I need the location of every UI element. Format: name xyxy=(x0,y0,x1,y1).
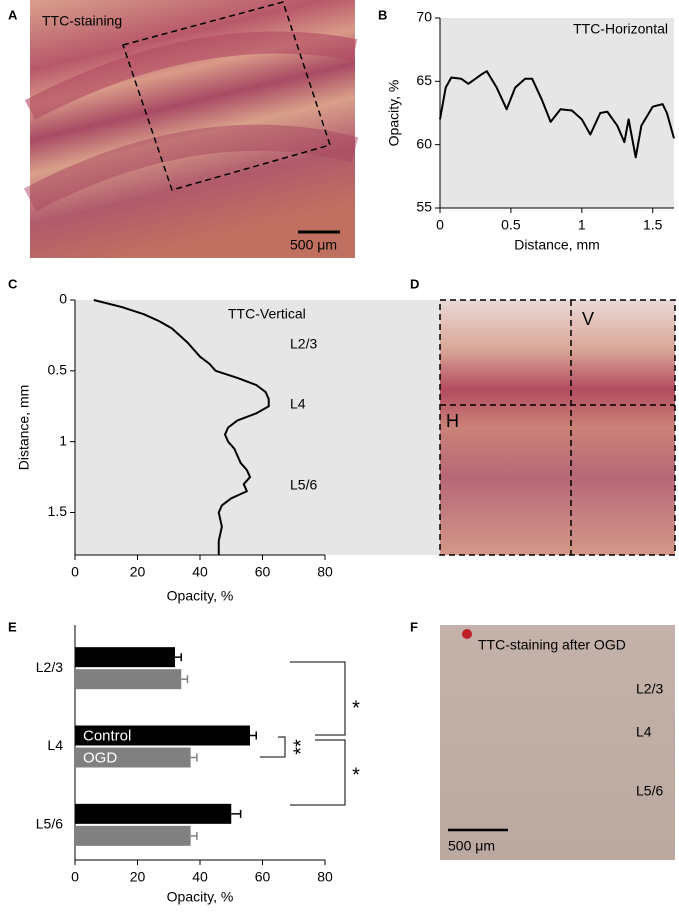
legend-label: OGD xyxy=(83,749,117,766)
y-tick-label: 0.5 xyxy=(48,362,68,378)
layer-label: L4 xyxy=(636,724,652,740)
panel-label: A xyxy=(8,7,18,22)
x-tick-label: 40 xyxy=(192,869,208,885)
panel-label: F xyxy=(410,619,418,634)
x-tick-label: 60 xyxy=(255,869,271,885)
y-tick-label: 1.5 xyxy=(48,503,68,519)
bar xyxy=(75,725,250,746)
layer-label: L2/3 xyxy=(636,681,663,697)
plot-bg xyxy=(75,300,440,555)
y-tick-label: 60 xyxy=(416,135,432,151)
significance-mark: * xyxy=(352,764,360,786)
x-tick-label: 80 xyxy=(317,564,333,580)
x-tick-label: 20 xyxy=(130,869,146,885)
stain-dot xyxy=(462,629,472,639)
bar xyxy=(75,803,232,824)
photo-d xyxy=(440,300,675,555)
photo-caption: TTC-staining after OGD xyxy=(478,637,626,653)
bar xyxy=(75,825,191,846)
roi-box xyxy=(122,1,331,191)
x-tick-label: 0 xyxy=(71,564,79,580)
annotation: L4 xyxy=(290,396,306,412)
x-tick-label: 1.5 xyxy=(643,217,663,233)
x-tick-label: 0 xyxy=(436,217,444,233)
photo-label: H xyxy=(446,411,459,431)
x-tick-label: 20 xyxy=(130,564,146,580)
y-tick-label: 0 xyxy=(59,291,67,307)
x-tick-label: 40 xyxy=(192,564,208,580)
x-tick-label: 80 xyxy=(317,869,333,885)
panel-label: D xyxy=(410,276,419,291)
photo-band xyxy=(24,31,358,120)
y-tick-label: 1 xyxy=(59,432,67,448)
line-series xyxy=(93,299,270,555)
y-tick-label: L4 xyxy=(47,737,63,753)
legend-label: Control xyxy=(83,727,131,744)
panel-label: E xyxy=(8,619,17,634)
significance-mark: * xyxy=(352,697,360,719)
x-tick-label: 60 xyxy=(255,564,271,580)
y-axis-label: Distance, mm xyxy=(16,385,32,471)
roi-box xyxy=(439,299,676,556)
scale-bar-label: 500 μm xyxy=(290,237,337,253)
bar xyxy=(75,647,175,668)
annotation: L2/3 xyxy=(290,336,317,352)
significance-bracket xyxy=(290,739,346,806)
chart-title: TTC-Vertical xyxy=(228,306,306,322)
significance-bracket xyxy=(290,661,346,736)
bar xyxy=(75,669,182,690)
y-tick-label: L2/3 xyxy=(36,659,63,675)
panel-label: B xyxy=(378,7,387,22)
photo-label: V xyxy=(582,309,594,329)
x-tick-label: 0 xyxy=(71,869,79,885)
significance-bracket xyxy=(260,736,286,758)
photo-f xyxy=(440,625,675,860)
scale-bar-label: 500 μm xyxy=(448,838,495,854)
photo-band xyxy=(23,124,359,212)
chart-title: TTC-Horizontal xyxy=(573,21,668,37)
y-axis-label: Opacity, % xyxy=(386,80,402,147)
y-tick-label: 70 xyxy=(416,9,432,25)
x-axis-label: Opacity, % xyxy=(167,889,234,905)
y-tick-label: 65 xyxy=(416,72,432,88)
layer-label: L5/6 xyxy=(636,783,663,799)
x-tick-label: 0.5 xyxy=(501,217,521,233)
annotation: L5/6 xyxy=(290,477,317,493)
x-tick-label: 1 xyxy=(578,217,586,233)
photo-caption: TTC-staining xyxy=(42,13,122,29)
bar xyxy=(75,747,191,768)
line-series xyxy=(439,70,675,159)
x-axis-label: Opacity, % xyxy=(167,588,234,604)
y-tick-label: L5/6 xyxy=(36,816,63,832)
panel-label: C xyxy=(8,276,18,291)
y-tick-label: 55 xyxy=(416,199,432,215)
significance-mark: ** xyxy=(290,739,312,755)
x-axis-label: Distance, mm xyxy=(514,237,600,253)
